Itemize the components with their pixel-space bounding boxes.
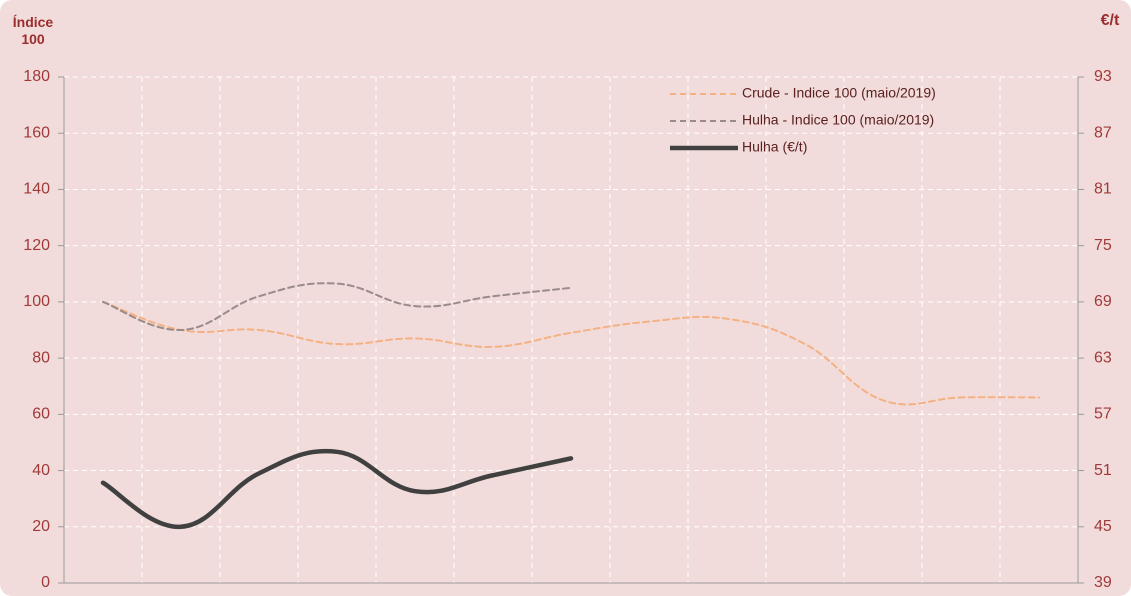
series-line <box>102 300 1040 406</box>
y2-tick-label: 87 <box>1094 124 1112 141</box>
y2-tick-label: 93 <box>1094 68 1112 85</box>
y2-tick-label: 51 <box>1094 462 1112 479</box>
y-tick-label: 100 <box>23 293 50 310</box>
y2-tick-label: 75 <box>1094 237 1112 254</box>
y-axis-title: Índice 100 <box>12 14 54 47</box>
y-tick-label: 0 <box>41 574 50 591</box>
legend-label: Crude - Indice 100 (maio/2019) <box>742 85 936 101</box>
y2-tick-label: 57 <box>1094 406 1112 423</box>
y2-tick-label: 63 <box>1094 349 1112 366</box>
y-tick-label: 60 <box>32 406 50 423</box>
y2-tick-label: 39 <box>1094 574 1112 591</box>
series-line <box>100 448 574 530</box>
y-tick-label: 80 <box>32 349 50 366</box>
y2-axis-title: €/t <box>1100 12 1120 29</box>
y-tick-label: 20 <box>32 518 50 535</box>
y2-tick-label: 81 <box>1094 181 1112 198</box>
y2-tick-label: 69 <box>1094 293 1112 310</box>
y-tick-label: 160 <box>23 124 50 141</box>
legend-label: Hulha (€/t) <box>742 139 807 155</box>
legend: Crude - Indice 100 (maio/2019) Hulha - In… <box>670 85 936 155</box>
y-tick-label: 120 <box>23 237 50 254</box>
legend-label: Hulha - Indice 100 (maio/2019) <box>742 112 934 128</box>
series-line <box>102 282 572 332</box>
y-tick-label: 40 <box>32 462 50 479</box>
y2-tick-label: 45 <box>1094 518 1112 535</box>
y-tick-label: 140 <box>23 181 50 198</box>
y-tick-label: 180 <box>23 68 50 85</box>
